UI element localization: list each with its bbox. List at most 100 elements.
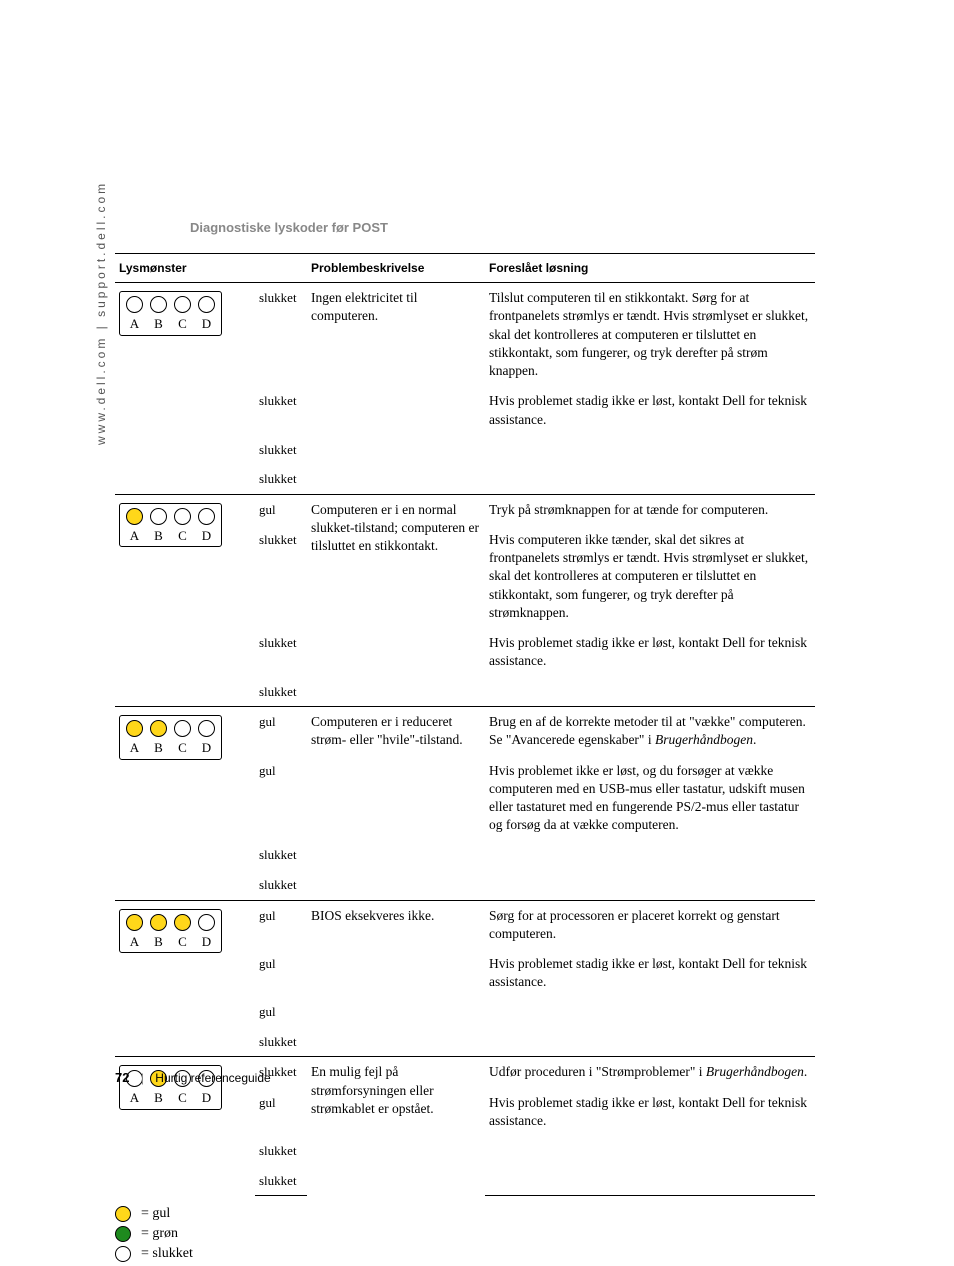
solution-text: Hvis problemet stadig ikke er løst, kont… bbox=[485, 949, 815, 997]
solution-text: Brug en af de korrekte metoder til at "v… bbox=[485, 707, 815, 756]
legend-label: = slukket bbox=[141, 1246, 193, 1262]
led-state-word: gul bbox=[255, 1088, 307, 1136]
led-state-word: slukket bbox=[255, 464, 307, 494]
led-state-word: slukket bbox=[255, 435, 307, 465]
solution-text bbox=[485, 997, 815, 1027]
solution-text: Hvis problemet stadig ikke er løst, kont… bbox=[485, 1088, 815, 1136]
led-label: A bbox=[126, 1089, 143, 1107]
page-footer: 72 | Hurtig referenceguide bbox=[115, 1070, 271, 1085]
page-content: Diagnostiske lyskoder før POST Lysmønste… bbox=[115, 220, 815, 1266]
problem-description: Computeren er i en normal slukket-tilsta… bbox=[307, 494, 485, 706]
solution-text bbox=[485, 1136, 815, 1166]
led-off bbox=[126, 296, 143, 313]
lights-box: ABCD bbox=[119, 909, 222, 954]
led-off bbox=[198, 296, 215, 313]
led-yellow bbox=[126, 720, 143, 737]
problem-description: Ingen elektricitet til computeren. bbox=[307, 283, 485, 495]
led-state-word: gul bbox=[255, 494, 307, 525]
led-label: B bbox=[150, 1089, 167, 1107]
solution-text bbox=[485, 1027, 815, 1057]
led-yellow bbox=[126, 508, 143, 525]
solution-text: Sørg for at processoren er placeret korr… bbox=[485, 900, 815, 949]
led-state-word: gul bbox=[255, 900, 307, 949]
led-label: C bbox=[174, 933, 191, 951]
led-label: C bbox=[174, 739, 191, 757]
led-state-word: slukket bbox=[255, 283, 307, 387]
solution-text bbox=[485, 435, 815, 465]
solution-text: Hvis problemet stadig ikke er løst, kont… bbox=[485, 628, 815, 676]
th-pattern: Lysmønster bbox=[115, 254, 307, 283]
led-state-word: gul bbox=[255, 707, 307, 756]
light-pattern-cell: ABCD bbox=[115, 283, 255, 495]
legend-led-yellow bbox=[115, 1206, 131, 1222]
footer-separator: | bbox=[141, 1071, 144, 1085]
led-state-word: gul bbox=[255, 949, 307, 997]
problem-description: En mulig fejl på strømforsyningen eller … bbox=[307, 1057, 485, 1196]
led-state-word: slukket bbox=[255, 386, 307, 434]
led-label: C bbox=[174, 315, 191, 333]
led-label: D bbox=[198, 933, 215, 951]
solution-text: Tryk på strømknappen for at tænde for co… bbox=[485, 494, 815, 525]
led-off bbox=[198, 720, 215, 737]
light-pattern-cell: ABCD bbox=[115, 494, 255, 706]
legend-led-green bbox=[115, 1226, 131, 1242]
th-solution: Foreslået løsning bbox=[485, 254, 815, 283]
legend-label: = gul bbox=[141, 1206, 170, 1222]
led-label: A bbox=[126, 527, 143, 545]
led-off bbox=[174, 296, 191, 313]
solution-text bbox=[485, 870, 815, 900]
solution-text: Udfør proceduren i "Strømproblemer" i Br… bbox=[485, 1057, 815, 1088]
legend: = gul = grøn = slukket bbox=[115, 1206, 815, 1262]
legend-row: = grøn bbox=[115, 1226, 815, 1242]
led-off bbox=[174, 508, 191, 525]
led-label: C bbox=[174, 1089, 191, 1107]
legend-led-off bbox=[115, 1246, 131, 1262]
led-state-word: slukket bbox=[255, 525, 307, 628]
solution-text bbox=[485, 1166, 815, 1196]
led-off bbox=[198, 508, 215, 525]
led-label: C bbox=[174, 527, 191, 545]
lights-box: ABCD bbox=[119, 503, 222, 548]
diagnostic-table: Lysmønster Problembeskrivelse Foreslået … bbox=[115, 253, 815, 1196]
led-label: B bbox=[150, 933, 167, 951]
legend-row: = slukket bbox=[115, 1246, 815, 1262]
solution-text: Hvis computeren ikke tænder, skal det si… bbox=[485, 525, 815, 628]
led-label: B bbox=[150, 527, 167, 545]
light-pattern-cell: ABCD bbox=[115, 707, 255, 900]
led-state-word: slukket bbox=[255, 1027, 307, 1057]
problem-description: BIOS eksekveres ikke. bbox=[307, 900, 485, 1057]
led-yellow bbox=[150, 914, 167, 931]
led-state-word: slukket bbox=[255, 1166, 307, 1196]
led-label: A bbox=[126, 315, 143, 333]
led-off bbox=[150, 508, 167, 525]
light-pattern-cell: ABCD bbox=[115, 900, 255, 1057]
solution-text: Tilslut computeren til en stikkontakt. S… bbox=[485, 283, 815, 387]
led-label: D bbox=[198, 739, 215, 757]
led-state-word: slukket bbox=[255, 677, 307, 707]
led-yellow bbox=[150, 720, 167, 737]
led-state-word: slukket bbox=[255, 840, 307, 870]
led-state-word: gul bbox=[255, 756, 307, 841]
th-desc: Problembeskrivelse bbox=[307, 254, 485, 283]
led-label: A bbox=[126, 739, 143, 757]
side-url-text: www.dell.com | support.dell.com bbox=[94, 181, 108, 445]
led-label: D bbox=[198, 1089, 215, 1107]
led-off bbox=[150, 296, 167, 313]
led-off bbox=[174, 720, 191, 737]
led-label: D bbox=[198, 315, 215, 333]
solution-text bbox=[485, 840, 815, 870]
led-state-word: slukket bbox=[255, 1136, 307, 1166]
led-state-word: slukket bbox=[255, 870, 307, 900]
solution-text bbox=[485, 677, 815, 707]
page-number: 72 bbox=[115, 1070, 129, 1085]
section-title: Diagnostiske lyskoder før POST bbox=[190, 220, 815, 235]
solution-text bbox=[485, 464, 815, 494]
lights-box: ABCD bbox=[119, 715, 222, 760]
legend-label: = grøn bbox=[141, 1226, 178, 1242]
led-yellow bbox=[126, 914, 143, 931]
led-yellow bbox=[174, 914, 191, 931]
solution-text: Hvis problemet stadig ikke er løst, kont… bbox=[485, 386, 815, 434]
led-label: B bbox=[150, 739, 167, 757]
led-label: B bbox=[150, 315, 167, 333]
problem-description: Computeren er i reduceret strøm- eller "… bbox=[307, 707, 485, 900]
